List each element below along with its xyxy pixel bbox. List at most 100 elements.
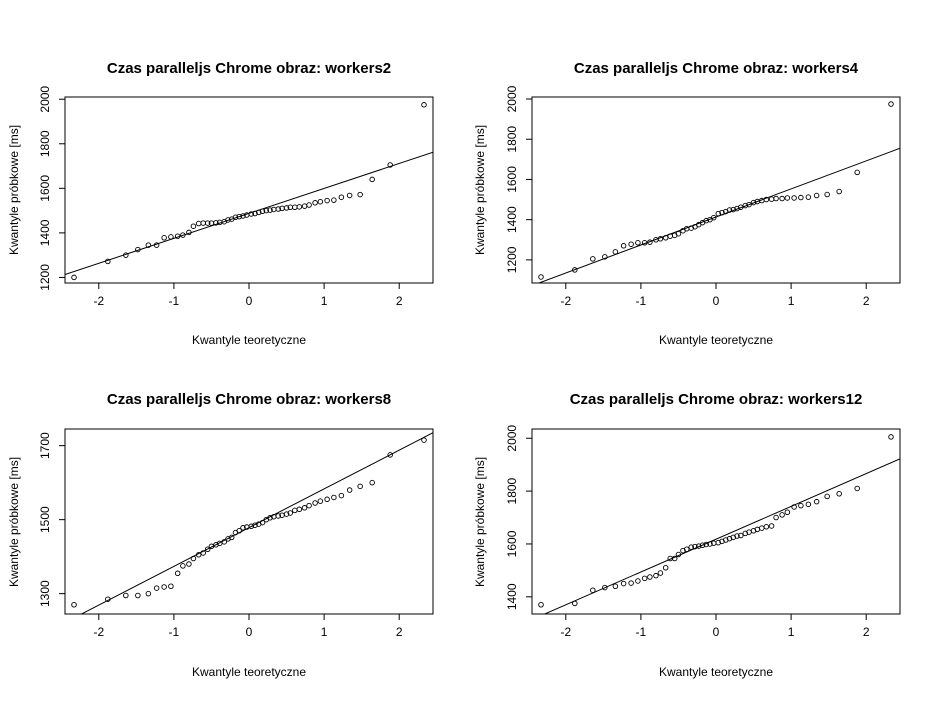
data-point [805,501,812,508]
x-tick-label: -2 [93,294,104,308]
data-point [620,580,627,587]
chart-title: Czas paralleljs Chrome obraz: workers8 [107,391,391,408]
data-point [346,487,353,493]
data-point [228,534,235,541]
data-point [641,575,648,582]
data-point [275,513,282,519]
data-point [296,506,303,513]
data-point [750,199,757,206]
data-point [695,543,702,549]
data-point [805,194,812,200]
data-point [738,532,744,539]
y-tick-label: 1400 [38,219,52,246]
data-point [657,570,664,576]
data-point [248,211,255,217]
data-point [628,241,634,247]
data-point [292,204,298,211]
data-point [174,233,181,239]
data-point [296,204,303,210]
y-axis-label: Kwantyle próbkowe [ms] [473,457,487,587]
data-point [338,194,345,200]
data-point [200,220,206,226]
x-axis-label: Kwantyle teoretyczne [659,665,773,679]
x-tick-label: -1 [169,625,180,639]
data-point [742,202,749,209]
data-point [186,561,192,567]
data-point [287,510,294,516]
data-point [759,525,765,531]
data-point [312,200,318,206]
data-point [190,555,197,562]
data-point [369,176,375,183]
data-point [699,542,706,549]
data-point [135,592,141,599]
data-point [620,243,627,249]
y-tick-label: 1200 [38,264,52,291]
x-tick-label: 1 [788,294,795,308]
data-point [703,217,709,224]
data-point [692,543,698,550]
data-point [301,203,308,209]
data-point [259,519,266,526]
data-point [824,493,830,500]
data-point [317,198,324,205]
data-point [387,162,393,168]
data-point [791,504,797,510]
data-point [252,210,258,217]
data-point [671,555,678,562]
data-point [204,546,211,553]
data-point [346,192,353,199]
data-point [657,236,664,242]
data-point [798,502,804,509]
data-point [221,539,227,545]
data-point [338,492,345,499]
data-point [71,274,77,281]
data-point [180,232,186,238]
data-point [763,524,770,530]
data-point [195,220,202,227]
data-point [798,194,804,201]
y-tick-label: 2000 [505,85,519,112]
data-point [232,214,239,221]
y-tick-label: 1600 [505,530,519,557]
data-point [538,274,544,280]
data-point [768,196,775,202]
chart-title: Czas paralleljs Chrome obraz: workers2 [107,60,391,77]
data-point [675,551,682,558]
data-point [200,550,206,556]
plot-frame [64,428,434,615]
data-point [275,206,282,212]
data-point [369,479,375,486]
data-point [779,512,785,518]
data-point [824,191,830,198]
x-tick-label: 1 [321,625,328,639]
data-point [703,541,709,548]
data-point [813,192,820,199]
data-point [259,208,266,215]
data-point [590,587,596,593]
data-point [734,533,740,539]
data-point [236,528,242,534]
x-tick-label: 0 [246,625,253,639]
data-point [590,256,596,262]
x-tick-label: 0 [246,294,253,308]
data-point [773,514,779,521]
plot-frame [64,96,434,284]
data-point [324,496,330,503]
data-point [145,590,152,597]
data-point [331,197,337,203]
y-tick-label: 1800 [505,477,519,504]
data-point [357,191,363,198]
data-point [267,515,273,521]
data-point [683,546,690,553]
data-point [768,523,775,529]
data-point [225,217,231,223]
data-point [306,202,312,208]
data-point [174,570,181,577]
data-point [324,197,330,204]
data-point [421,437,427,443]
data-point [283,511,290,517]
y-axis-label: Kwantyle próbkowe [ms] [7,457,21,587]
x-axis-label: Kwantyle teoretyczne [659,333,773,347]
data-point [387,452,393,458]
